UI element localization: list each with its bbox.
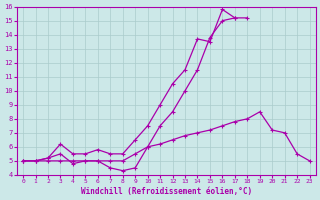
X-axis label: Windchill (Refroidissement éolien,°C): Windchill (Refroidissement éolien,°C)	[81, 187, 252, 196]
